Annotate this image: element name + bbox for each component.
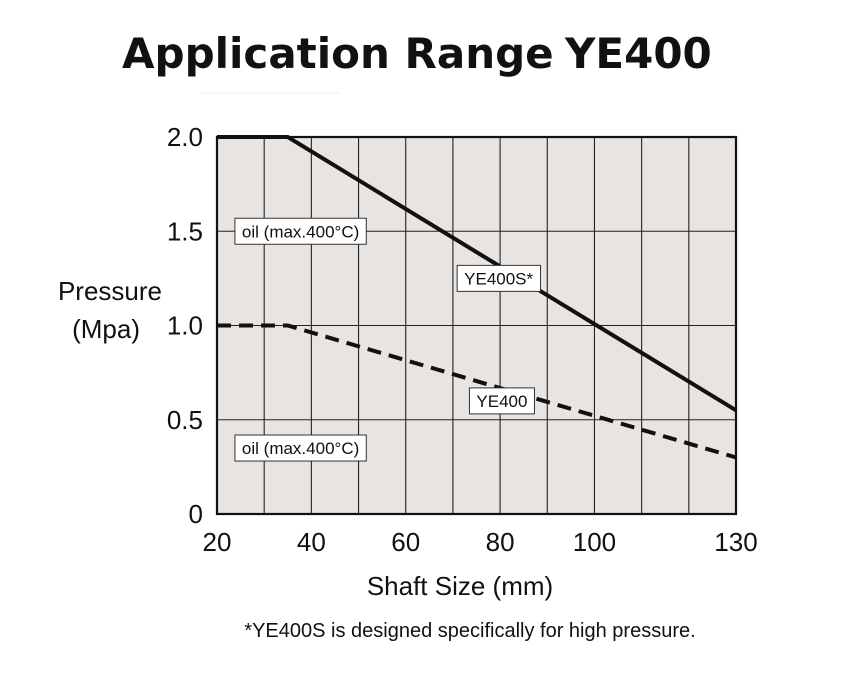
x-tick-label: 130: [714, 527, 757, 557]
series-line-ye400: [217, 323, 737, 460]
annotation-ye400-label: YE400: [468, 387, 535, 415]
annotation-labels: oil (max.400°C) YE400S* YE400 oil (max.400°…: [234, 217, 542, 462]
footnote: *YE400S is designed specifically for hig…: [244, 620, 695, 642]
annotation-box: [234, 217, 367, 245]
y-tick-label: 1.0: [167, 311, 203, 341]
y-axis-label-line2: (Mpa): [72, 314, 140, 344]
chart-title-model: YE400: [564, 29, 712, 78]
x-tick-label: 60: [391, 527, 420, 557]
annotation-text: YE400S*: [464, 269, 533, 288]
y-tick-label: 1.5: [167, 216, 203, 246]
annotation-text: oil (max.400°C): [242, 222, 359, 241]
x-tick-label: 100: [573, 527, 616, 557]
y-axis-label-line1: Pressure: [58, 276, 162, 306]
axes: 20 40 60 80 100 130 0 0.5 1.0 1.5 2.0: [167, 122, 758, 557]
y-tick-label: 0: [189, 499, 203, 529]
annotation-box: [234, 434, 367, 462]
annotation-box: [456, 264, 542, 292]
chart-title: Application Range: [122, 29, 554, 78]
annotation-oil-lower: oil (max.400°C): [234, 434, 367, 462]
plot-frame: [215, 135, 738, 516]
annotation-text: oil (max.400°C): [242, 439, 359, 458]
x-tick-label: 80: [486, 527, 515, 557]
y-tick-label: 0.5: [167, 405, 203, 435]
x-tick-label: 20: [203, 527, 232, 557]
x-tick-label: 40: [297, 527, 326, 557]
y-tick-label: 2.0: [167, 122, 203, 152]
annotation-ye400s-label: YE400S*: [456, 264, 542, 292]
annotation-box: [468, 387, 535, 415]
x-axis-label: Shaft Size (mm): [367, 571, 553, 601]
annotation-text: YE400: [476, 392, 527, 411]
annotation-oil-upper: oil (max.400°C): [234, 217, 367, 245]
